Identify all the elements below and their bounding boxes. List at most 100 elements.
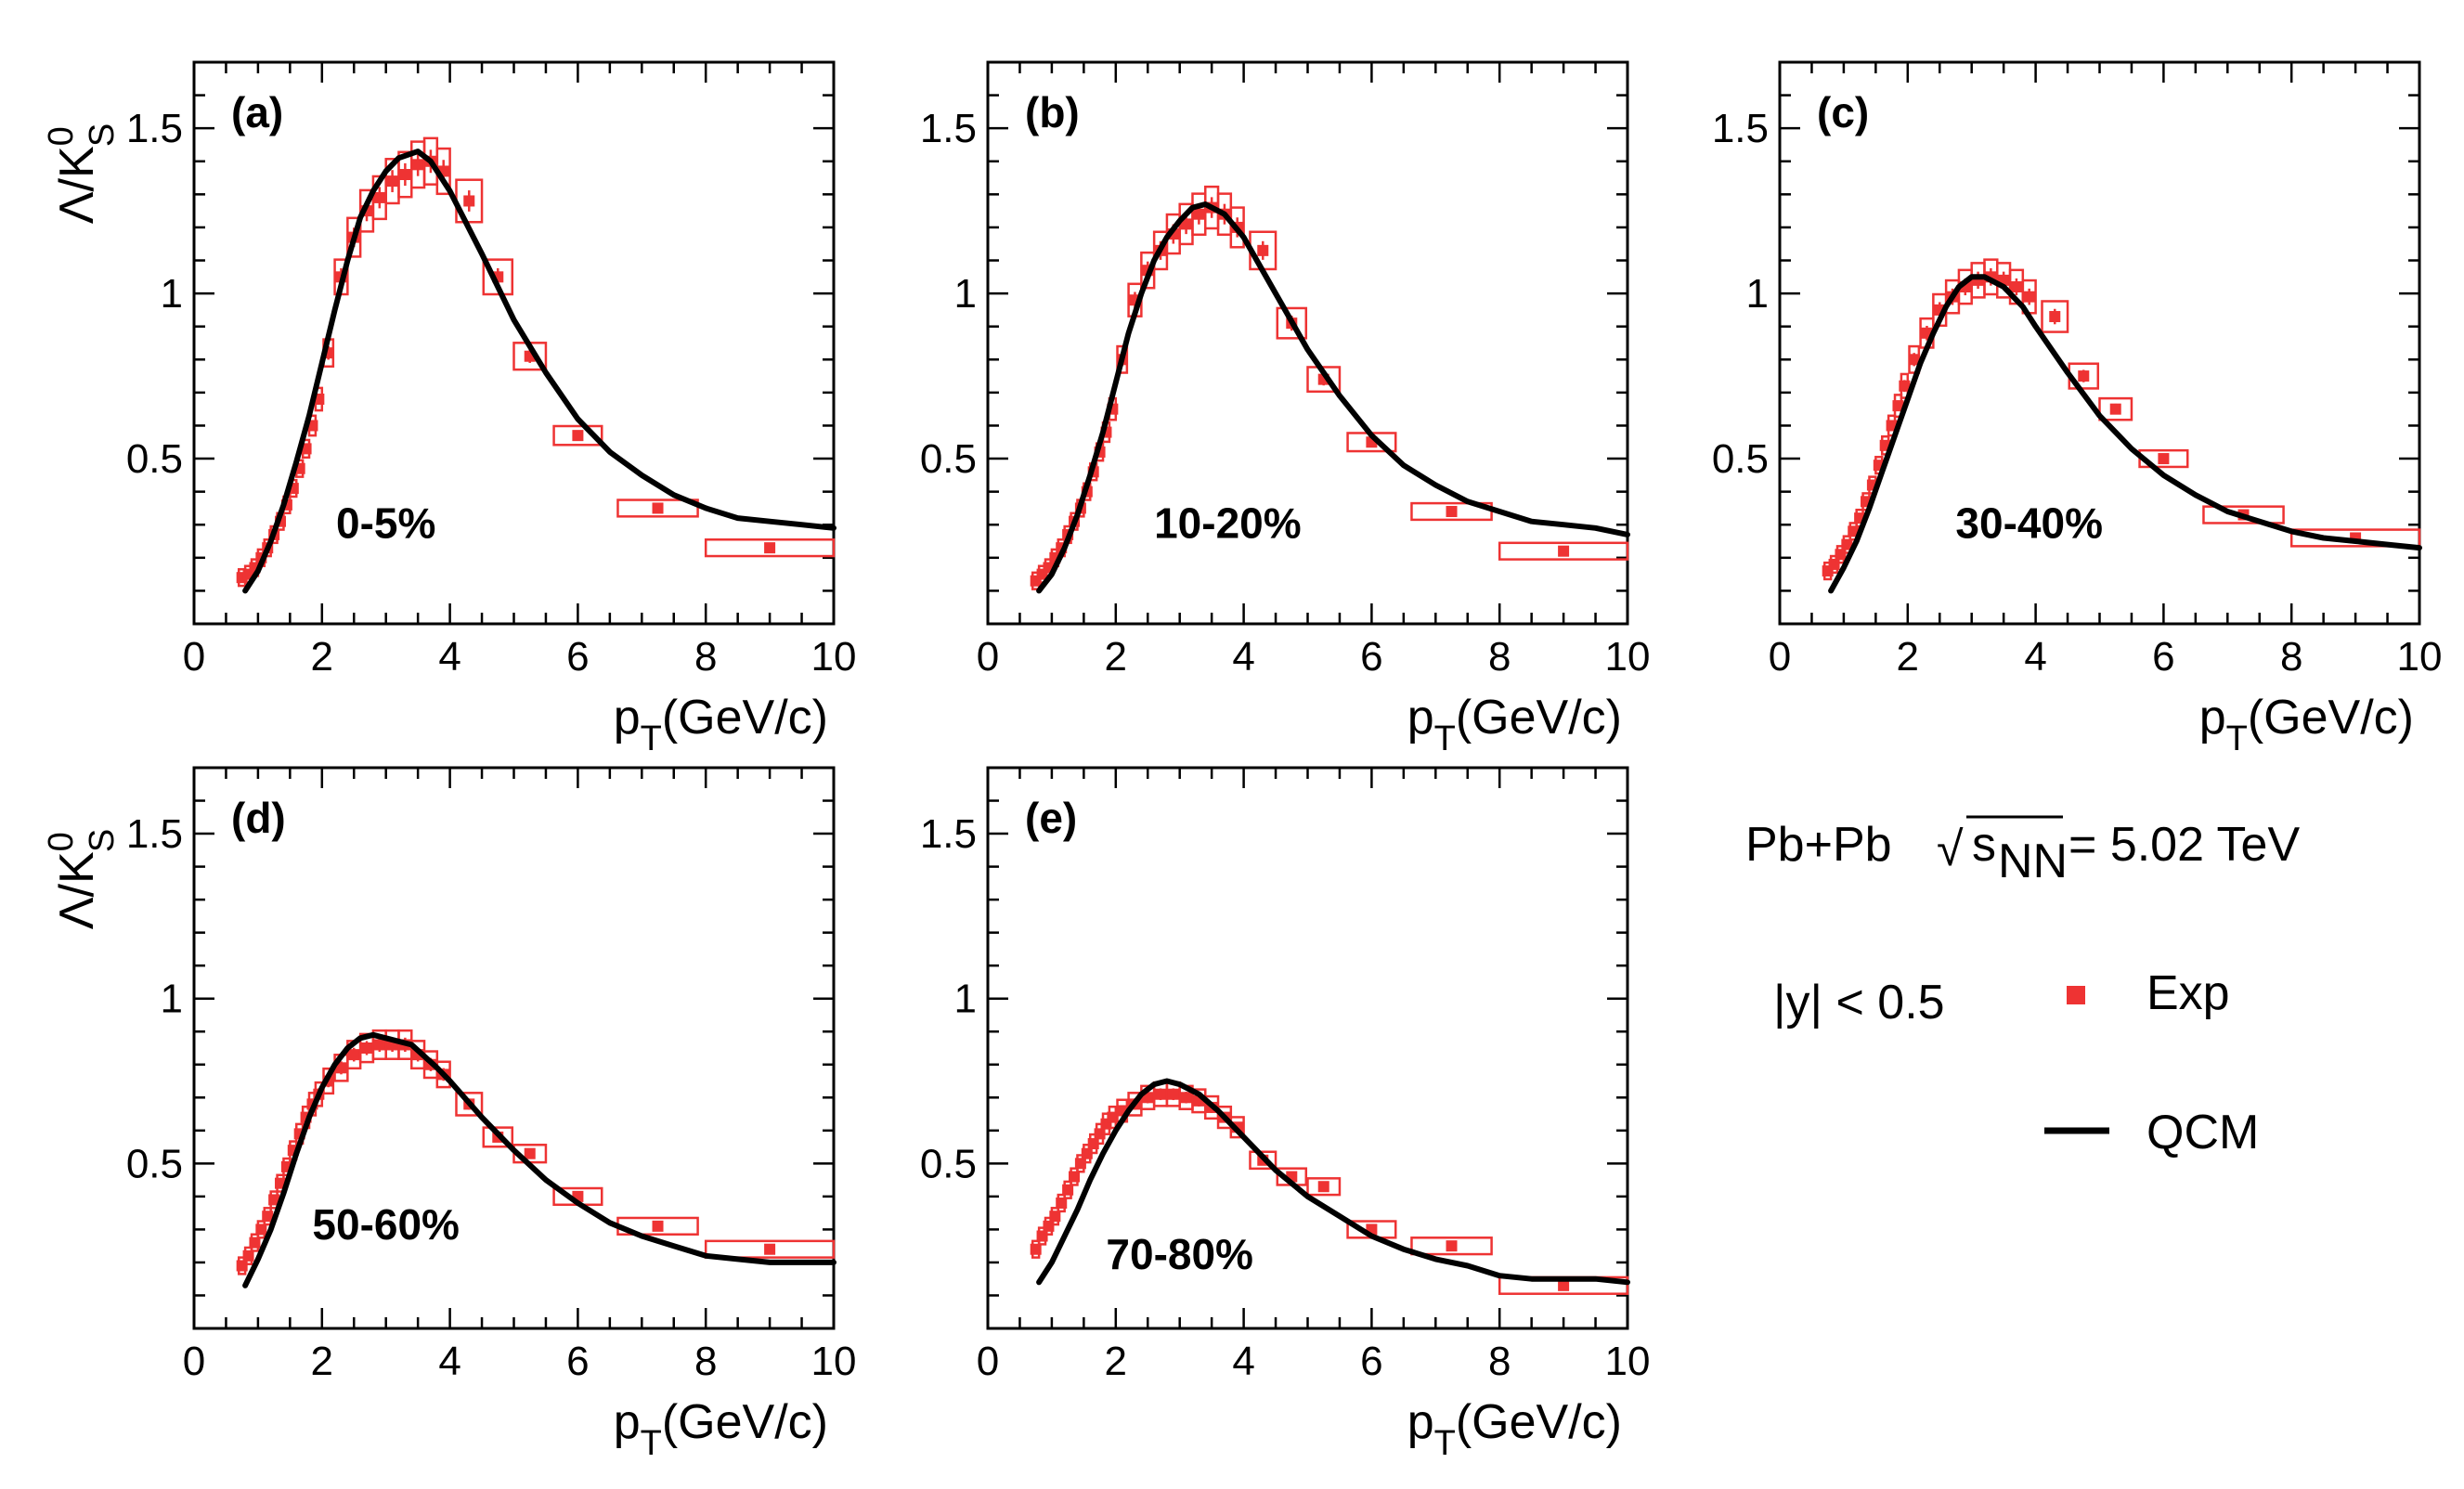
x-axis-label-sub: T	[2226, 719, 2248, 758]
y-axis-label-sub: S	[83, 829, 122, 852]
exp-point	[262, 1211, 274, 1223]
x-tick-label: 6	[2152, 634, 2174, 680]
x-tick-label: 2	[1105, 634, 1127, 680]
plot-frame	[986, 766, 1629, 1330]
y-tick-label: 1.5	[1712, 106, 1769, 151]
y-tick-label: 1.5	[920, 106, 977, 151]
exp-point	[2109, 403, 2121, 415]
x-axis-label-main: p	[614, 1395, 641, 1449]
panel-tag: (a)	[231, 88, 283, 136]
panel-d: 0 2 4 6 8 100.511.5pT(GeV/c)Λ/K0S (d)50-60%	[42, 766, 857, 1463]
y-tick-label: 0.5	[1712, 436, 1769, 482]
exp-point	[268, 1194, 280, 1206]
exp-syst-box	[2202, 505, 2285, 524]
exp-point	[1180, 1092, 1192, 1104]
exp-point	[1899, 380, 1911, 392]
exp-syst-box	[2041, 300, 2069, 333]
exp-point	[399, 169, 411, 180]
exp-point	[524, 1147, 536, 1159]
exp-syst-box	[2098, 396, 2133, 421]
y-tick-label: 1	[954, 977, 977, 1022]
x-tick-label: 4	[1232, 634, 1254, 680]
y-axis-label-sup: 0	[42, 126, 81, 146]
x-axis-label: pT(GeV/c)	[614, 1395, 828, 1463]
panel-tag: (b)	[1025, 88, 1080, 136]
exp-point	[2049, 311, 2061, 323]
x-tick-label: 8	[2280, 634, 2302, 680]
exp-point	[1257, 244, 1269, 256]
y-tick-label: 0.5	[920, 1141, 977, 1186]
legend-s: s	[1972, 818, 1996, 872]
exp-syst-box	[616, 498, 699, 518]
panel-tag: (e)	[1025, 794, 1077, 842]
exp-syst-box	[1306, 366, 1342, 394]
x-axis-label-sub: T	[641, 1424, 662, 1463]
exp-syst-box	[704, 1239, 836, 1259]
exp-point	[335, 1062, 347, 1074]
exp-point	[1892, 400, 1904, 412]
y-tick-label: 1	[161, 977, 183, 1022]
x-tick-label: 6	[1360, 1339, 1382, 1384]
y-axis-label-sub: S	[83, 123, 122, 147]
exp-point	[236, 1260, 248, 1272]
exp-point	[1317, 1181, 1329, 1193]
legend-rapidity: |y| < 0.5	[1773, 976, 1945, 1029]
legend-nn: NN	[1998, 835, 2068, 888]
x-axis-label-main: p	[2199, 691, 2226, 744]
exp-point	[1908, 354, 1920, 366]
qcm-curve	[1828, 274, 2422, 594]
x-tick-label: 10	[811, 1339, 857, 1384]
y-tick-label: 1.5	[126, 106, 183, 151]
exp-point	[1558, 545, 1570, 557]
x-axis-label-sub: T	[1434, 1424, 1456, 1463]
x-axis-label-main: p	[614, 691, 641, 744]
x-tick-label: 8	[694, 1339, 717, 1384]
exp-point	[764, 542, 776, 554]
y-tick-label: 1	[161, 271, 183, 317]
exp-syst-box	[2289, 528, 2421, 548]
exp-syst-box	[1410, 1237, 1493, 1256]
plot-frame	[192, 766, 836, 1330]
x-tick-label: 4	[438, 634, 460, 680]
x-tick-label: 0	[183, 1339, 205, 1384]
exp-point	[236, 572, 248, 584]
x-tick-label: 4	[1232, 1339, 1254, 1384]
x-tick-label: 0	[977, 634, 999, 680]
exp-point	[1069, 1171, 1081, 1183]
exp-point	[373, 191, 385, 203]
exp-point	[1446, 506, 1458, 517]
exp-syst-box	[346, 216, 362, 258]
x-tick-label: 2	[311, 634, 333, 680]
panel-b: 0 2 4 6 8 10 0.5 1 1.5 pT(GeV/c) (b) 10-20%	[920, 60, 1650, 758]
x-axis-label-unit: (GeV/c)	[662, 1395, 828, 1449]
exp-point	[255, 1224, 267, 1236]
x-tick-label: 10	[1605, 1339, 1651, 1384]
y-tick-label: 0.5	[126, 1141, 183, 1186]
panel-e: 0 2 4 6 8 10 0.5 1 1.5 pT(GeV/c) (e) 70-80%	[920, 766, 1651, 1463]
exp-point	[1030, 1243, 1042, 1255]
exp-point	[1107, 1111, 1119, 1123]
plot-frame	[986, 60, 1629, 626]
centrality-label: 0-5%	[336, 498, 435, 547]
x-axis-label-unit: (GeV/c)	[1456, 1395, 1622, 1449]
y-tick-label: 0.5	[920, 436, 977, 482]
x-tick-label: 10	[2397, 634, 2443, 680]
exp-syst-box	[455, 1092, 484, 1117]
exp-point	[1049, 1211, 1061, 1223]
exp-point	[348, 1049, 360, 1061]
x-tick-label: 4	[438, 1339, 460, 1384]
x-tick-label: 0	[183, 634, 205, 680]
y-tick-label: 0.5	[126, 436, 183, 482]
panel-a: 0 2 4 6 8 100.511.5pT(GeV/c)Λ/K0S (a)0-5%	[42, 60, 856, 758]
exp-point	[242, 1249, 254, 1262]
exp-point	[764, 1243, 776, 1255]
y-tick-label: 1	[954, 271, 977, 317]
x-tick-label: 8	[694, 634, 717, 680]
y-axis-label-main: Λ/K	[50, 146, 104, 224]
exp-syst-box	[482, 1126, 514, 1148]
exp-point	[2158, 453, 2170, 465]
legend: Pb+Pb √ s NN = 5.02 TeV |y| < 0.5 Exp QC…	[1745, 815, 2300, 1159]
y-axis-label: Λ/K0S	[42, 829, 122, 929]
exp-syst-box	[435, 1060, 451, 1089]
